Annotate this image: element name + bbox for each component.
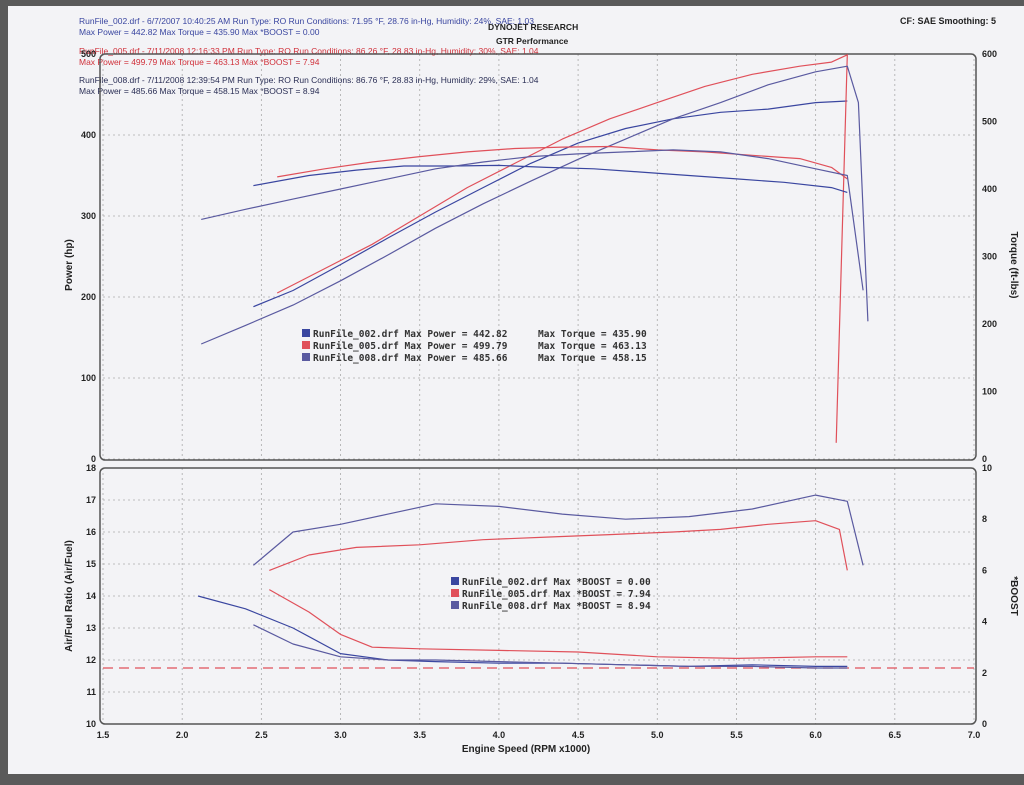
legend-swatch-run005 bbox=[302, 341, 310, 349]
cf-smoothing-label: CF: SAE Smoothing: 5 bbox=[900, 16, 996, 26]
afr-legend-run002: RunFile_002.drf Max *BOOST = 0.00 bbox=[462, 577, 651, 588]
power-torque-series bbox=[200, 54, 869, 443]
afr-legend-run005: RunFile_005.drf Max *BOOST = 7.94 bbox=[462, 589, 651, 600]
legend-torque-run002: Max Torque = 435.90 bbox=[538, 329, 647, 340]
afr-axis-label: Air/Fuel Ratio (Air/Fuel) bbox=[64, 540, 75, 652]
afr-tick-label: 12 bbox=[86, 655, 96, 665]
x-axis-label: Engine Speed (RPM x1000) bbox=[462, 744, 590, 755]
power-tick-label: 300 bbox=[81, 211, 96, 221]
dyno-sheet bbox=[8, 6, 1024, 774]
x-tick-label: 3.0 bbox=[334, 730, 347, 740]
run1-header-line2: Max Power = 442.82 Max Torque = 435.90 M… bbox=[79, 27, 320, 37]
power-line-runfile_008 bbox=[200, 65, 869, 345]
afr-legend-run008: RunFile_008.drf Max *BOOST = 8.94 bbox=[462, 601, 651, 612]
x-tick-label: 4.0 bbox=[493, 730, 506, 740]
afr-panel-frame bbox=[99, 467, 977, 725]
torque-tick-label: 0 bbox=[982, 454, 987, 464]
legend-power-run002: RunFile_002.drf Max Power = 442.82 bbox=[313, 329, 507, 340]
run2-header-line2: Max Power = 499.79 Max Torque = 463.13 M… bbox=[79, 57, 320, 67]
power-tick-label: 200 bbox=[81, 292, 96, 302]
power-legend: RunFile_002.drf Max Power = 442.82 Max T… bbox=[302, 329, 647, 364]
x-tick-label: 5.5 bbox=[730, 730, 743, 740]
afr-tick-label: 11 bbox=[86, 687, 96, 697]
x-tick-label: 2.5 bbox=[255, 730, 268, 740]
x-tick-label: 4.5 bbox=[572, 730, 585, 740]
x-tick-label: 3.5 bbox=[413, 730, 426, 740]
power-tick-label: 400 bbox=[81, 130, 96, 140]
x-tick-label: 7.0 bbox=[968, 730, 981, 740]
afr-line-runfile_002 bbox=[197, 595, 848, 668]
afr-legend-swatch-run008 bbox=[451, 601, 459, 609]
afr-tick-label: 14 bbox=[86, 591, 96, 601]
afr-line-runfile_008 bbox=[253, 624, 848, 669]
power-tick-label: 500 bbox=[81, 49, 96, 59]
power-line-runfile_002 bbox=[253, 100, 848, 308]
x-tick-label: 5.0 bbox=[651, 730, 664, 740]
afr-tick-label: 13 bbox=[86, 623, 96, 633]
torque-line-runfile_005 bbox=[277, 145, 848, 180]
legend-swatch-run002 bbox=[302, 329, 310, 337]
legend-torque-run005: Max Torque = 463.13 bbox=[538, 341, 647, 352]
x-tick-label: 6.5 bbox=[889, 730, 902, 740]
boost-line-runfile_008 bbox=[253, 494, 864, 566]
afr-boost-series bbox=[103, 494, 974, 669]
run2-header-line1: RunFile_005.drf - 7/11/2008 12:16:33 PM … bbox=[79, 46, 539, 56]
legend-swatch-run008 bbox=[302, 353, 310, 361]
torque-tick-label: 400 bbox=[982, 184, 997, 194]
x-tick-label: 1.5 bbox=[97, 730, 110, 740]
boost-tick-label: 6 bbox=[982, 565, 987, 575]
boost-tick-label: 10 bbox=[982, 463, 992, 473]
power-grid bbox=[102, 53, 975, 460]
legend-power-run005: RunFile_005.drf Max Power = 499.79 bbox=[313, 341, 508, 352]
afr-legend-swatch-run002 bbox=[451, 577, 459, 585]
afr-tick-label: 18 bbox=[86, 463, 96, 473]
afr-legend-swatch-run005 bbox=[451, 589, 459, 597]
torque-line-runfile_002 bbox=[253, 164, 848, 193]
power-tick-label: 0 bbox=[91, 454, 96, 464]
torque-tick-label: 500 bbox=[982, 117, 997, 127]
boost-tick-label: 2 bbox=[982, 668, 987, 678]
afr-tick-label: 16 bbox=[86, 527, 96, 537]
x-tick-label: 6.0 bbox=[809, 730, 822, 740]
run3-header-line2: Max Power = 485.66 Max Torque = 458.15 M… bbox=[79, 86, 320, 96]
power-axis-label: Power (hp) bbox=[64, 239, 75, 291]
afr-tick-label: 15 bbox=[86, 559, 96, 569]
afr-tick-label: 10 bbox=[86, 719, 96, 729]
x-tick-label: 2.0 bbox=[176, 730, 189, 740]
torque-tick-label: 200 bbox=[982, 319, 997, 329]
axis-ticks: 1.5 2.0 2.5 3.0 3.5 4.0 4.5 5.0 5.5 6.0 6.5 7.00100… bbox=[81, 49, 997, 740]
boost-tick-label: 0 bbox=[982, 719, 987, 729]
torque-tick-label: 600 bbox=[982, 49, 997, 59]
run1-header-line1: RunFile_002.drf - 6/7/2007 10:40:25 AM R… bbox=[79, 16, 534, 26]
power-line-runfile_005 bbox=[276, 54, 848, 443]
power-panel-frame bbox=[99, 53, 977, 461]
afr-line-runfile_005 bbox=[269, 589, 848, 660]
afr-tick-label: 17 bbox=[86, 495, 96, 505]
run3-header-line1: RunFile_008.drf - 7/11/2008 12:39:54 PM … bbox=[79, 75, 539, 85]
torque-tick-label: 100 bbox=[982, 387, 997, 397]
boost-axis-label: *BOOST bbox=[1008, 576, 1019, 615]
power-tick-label: 100 bbox=[81, 373, 96, 383]
boost-tick-label: 8 bbox=[982, 514, 987, 524]
boost-tick-label: 4 bbox=[982, 617, 987, 627]
center-title: DYNOJET RESEARCH bbox=[488, 22, 579, 32]
torque-line-runfile_008 bbox=[201, 149, 864, 291]
boost-line-runfile_005 bbox=[269, 520, 848, 571]
center-subtitle: GTR Performance bbox=[496, 36, 569, 46]
torque-axis-label: Torque (ft-lbs) bbox=[1008, 231, 1019, 298]
legend-torque-run008: Max Torque = 458.15 bbox=[538, 353, 647, 364]
torque-tick-label: 300 bbox=[982, 252, 997, 262]
afr-legend: RunFile_002.drf Max *BOOST = 0.00 RunFil… bbox=[451, 577, 651, 612]
legend-power-run008: RunFile_008.drf Max Power = 485.66 bbox=[313, 353, 508, 364]
